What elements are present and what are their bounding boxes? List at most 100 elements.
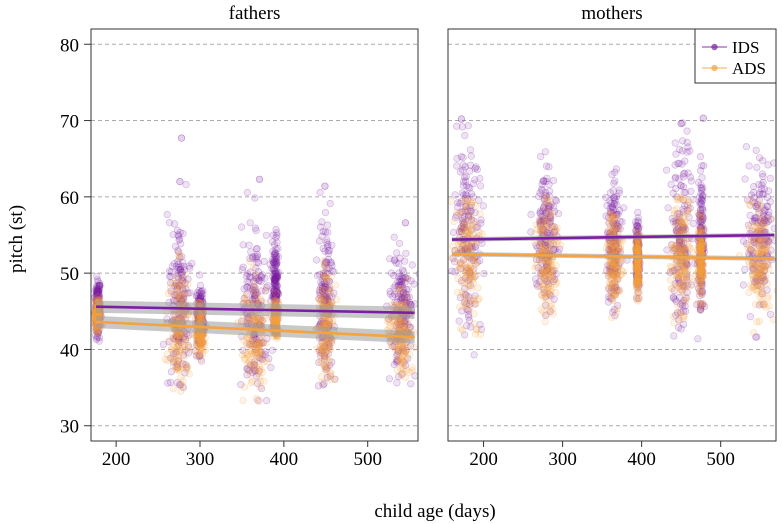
- x-tick-label: 200: [102, 449, 131, 470]
- point: [698, 290, 706, 298]
- point: [549, 177, 558, 185]
- point: [398, 370, 406, 378]
- point: [258, 340, 266, 348]
- point: [396, 280, 404, 289]
- point: [680, 282, 688, 291]
- point: [93, 290, 101, 298]
- point: [672, 245, 680, 253]
- point: [679, 315, 687, 323]
- point: [542, 310, 551, 319]
- point: [609, 245, 617, 253]
- point: [272, 283, 280, 291]
- point: [397, 364, 405, 372]
- point: [545, 180, 553, 189]
- point: [172, 294, 180, 303]
- point: [394, 347, 402, 356]
- point: [633, 292, 641, 300]
- point: [411, 300, 418, 308]
- point: [697, 239, 705, 248]
- point: [457, 227, 465, 235]
- point: [755, 209, 763, 217]
- point: [669, 267, 677, 275]
- point: [634, 242, 642, 250]
- point: [320, 296, 328, 304]
- point: [759, 157, 767, 165]
- x-tick-label: 400: [270, 449, 299, 470]
- point: [251, 273, 260, 281]
- point: [166, 378, 175, 387]
- point: [394, 357, 402, 365]
- point: [767, 246, 775, 254]
- point: [323, 295, 331, 303]
- point: [610, 223, 618, 232]
- point: [246, 284, 254, 292]
- point: [163, 211, 171, 219]
- point: [749, 198, 757, 206]
- point: [532, 262, 540, 270]
- point: [696, 198, 704, 206]
- point: [197, 345, 205, 353]
- point: [260, 257, 268, 266]
- point: [470, 310, 478, 318]
- point: [751, 214, 760, 222]
- point: [241, 383, 249, 391]
- point: [260, 358, 268, 366]
- point: [263, 397, 271, 405]
- point: [269, 294, 278, 302]
- point: [751, 275, 760, 283]
- point: [750, 238, 758, 247]
- point: [467, 207, 475, 215]
- point: [546, 198, 555, 207]
- point: [756, 217, 765, 225]
- point: [398, 294, 406, 302]
- point: [466, 243, 475, 251]
- point: [394, 372, 403, 381]
- point: [170, 347, 178, 355]
- point: [95, 287, 103, 295]
- point: [317, 357, 325, 365]
- point: [461, 284, 469, 293]
- point: [273, 296, 281, 304]
- point: [612, 309, 621, 317]
- point: [273, 281, 281, 289]
- point: [633, 280, 642, 288]
- point: [461, 217, 469, 225]
- point: [168, 346, 176, 354]
- point: [700, 225, 708, 233]
- point: [313, 345, 321, 353]
- point: [466, 184, 474, 192]
- point: [606, 197, 614, 205]
- point: [747, 221, 755, 229]
- point: [477, 325, 486, 334]
- point: [312, 256, 321, 264]
- point: [399, 297, 408, 305]
- point: [758, 181, 766, 189]
- point: [680, 169, 689, 177]
- point: [201, 334, 209, 342]
- point: [634, 222, 642, 230]
- point: [695, 238, 703, 246]
- point: [324, 247, 332, 255]
- point: [395, 259, 403, 268]
- point: [610, 267, 618, 275]
- point: [696, 212, 704, 220]
- point: [680, 263, 689, 271]
- point: [633, 258, 641, 267]
- point: [460, 191, 468, 199]
- point: [319, 277, 327, 285]
- point: [549, 273, 557, 281]
- point: [544, 205, 553, 213]
- point: [756, 189, 764, 197]
- point: [759, 221, 767, 229]
- point: [634, 246, 642, 254]
- point: [327, 272, 335, 281]
- point: [466, 167, 474, 175]
- point: [471, 242, 479, 250]
- point: [320, 361, 328, 369]
- point: [695, 217, 703, 225]
- point: [543, 257, 552, 266]
- point: [540, 240, 548, 248]
- point: [326, 345, 335, 354]
